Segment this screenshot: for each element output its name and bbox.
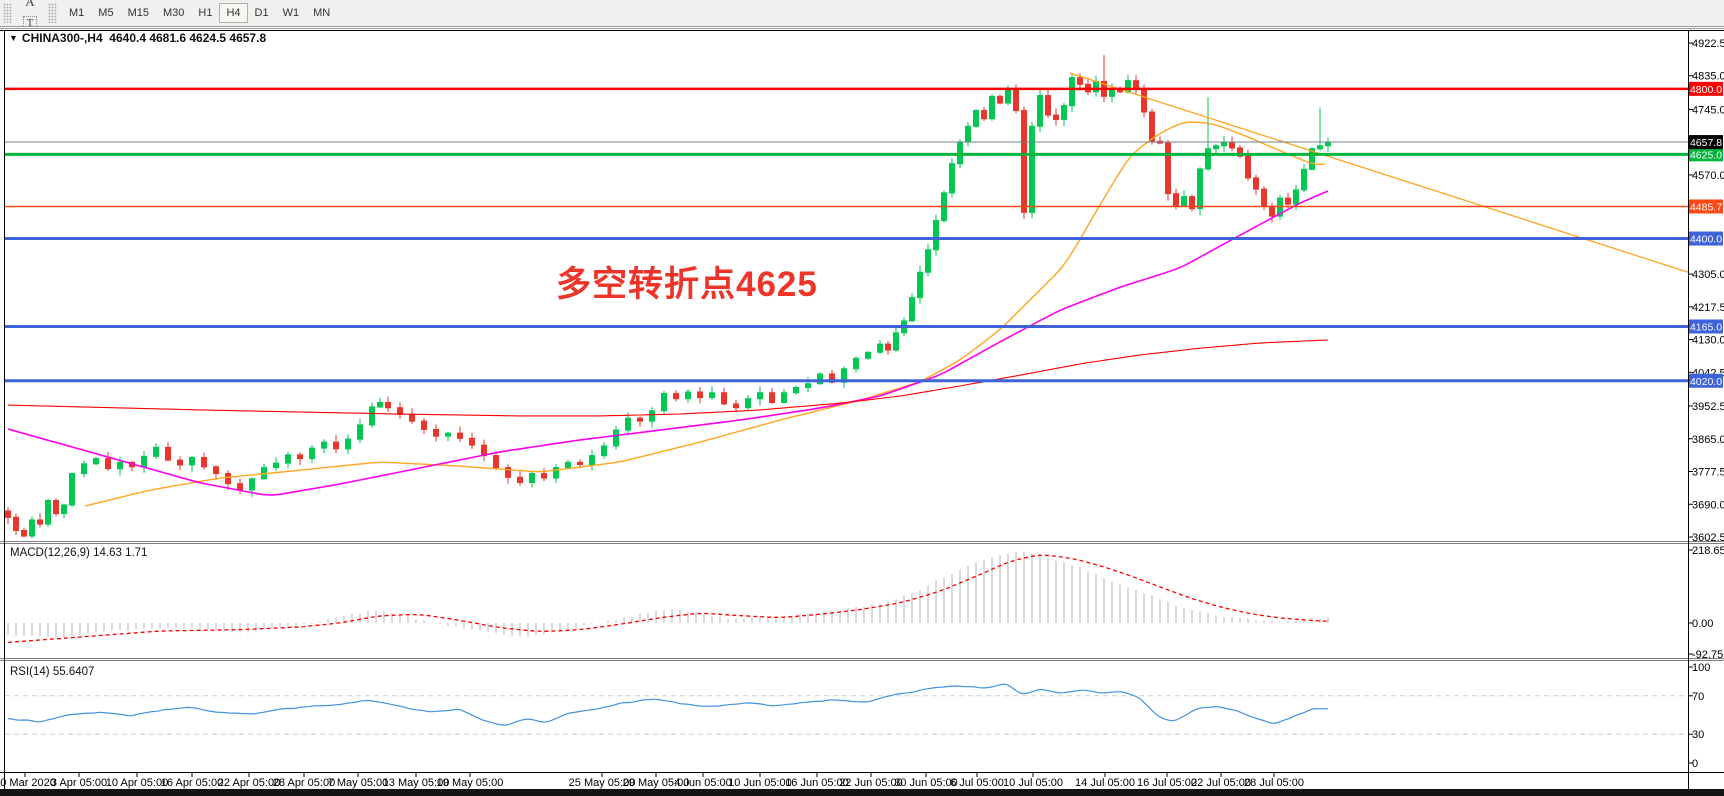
svg-text:28 Jul 05:00: 28 Jul 05:00 xyxy=(1244,777,1304,789)
svg-text:22 Jul 05:00: 22 Jul 05:00 xyxy=(1191,777,1251,789)
svg-text:4305.0: 4305.0 xyxy=(1692,269,1724,281)
ma-mid-magenta xyxy=(7,190,1329,496)
svg-text:100: 100 xyxy=(1692,662,1710,674)
price-axis[interactable]: 4922.5 4835.0 4745.0 4570.0 4305.0 4217.5 4130… xyxy=(1688,38,1724,544)
chart-collapse-icon[interactable]: ▼ xyxy=(9,33,18,43)
svg-text:4570.0: 4570.0 xyxy=(1692,170,1724,182)
svg-text:4800.0: 4800.0 xyxy=(1690,84,1722,96)
svg-text:30 Jun 05:00: 30 Jun 05:00 xyxy=(894,777,958,789)
svg-text:4165.0: 4165.0 xyxy=(1690,321,1722,333)
chart-canvas[interactable]: 4922.5 4835.0 4745.0 4570.0 4305.0 4217.5 4130… xyxy=(0,27,1724,796)
macd-indicator-label: MACD(12,26,9) 14.63 1.71 xyxy=(10,547,148,559)
svg-text:4745.0: 4745.0 xyxy=(1692,104,1724,116)
svg-text:4625.0: 4625.0 xyxy=(1690,149,1722,161)
svg-text:3602.5: 3602.5 xyxy=(1692,532,1724,544)
timeframe-button-m1[interactable]: M1 xyxy=(62,3,91,23)
timeframe-button-h1[interactable]: H1 xyxy=(191,3,219,23)
text-label-icon[interactable]: A xyxy=(17,0,43,13)
svg-text:4020.0: 4020.0 xyxy=(1690,376,1722,388)
svg-text:29 May 05:00: 29 May 05:00 xyxy=(623,777,690,789)
svg-text:10 Jul 05:00: 10 Jul 05:00 xyxy=(1003,777,1063,789)
chart-annotation-text[interactable]: 多空转折点4625 xyxy=(556,265,818,304)
svg-text:30 Mar 2020: 30 Mar 2020 xyxy=(0,777,56,789)
ma-fast-orange xyxy=(84,121,1325,507)
macd-layer xyxy=(7,551,1329,644)
svg-text:25 May 05:00: 25 May 05:00 xyxy=(569,777,636,789)
svg-text:13 May 05:00: 13 May 05:00 xyxy=(383,777,450,789)
svg-text:3 Apr 05:00: 3 Apr 05:00 xyxy=(51,777,107,789)
svg-text:3690.0: 3690.0 xyxy=(1692,499,1724,511)
svg-text:0.00: 0.00 xyxy=(1692,618,1713,630)
svg-text:19 May 05:00: 19 May 05:00 xyxy=(437,777,504,789)
chart-ohlc-values: 4640.4 4681.6 4624.5 4657.8 xyxy=(109,31,267,45)
timeframe-button-w1[interactable]: W1 xyxy=(276,3,307,23)
svg-text:3777.5: 3777.5 xyxy=(1692,467,1724,479)
taskbar-strip xyxy=(0,789,1724,796)
svg-text:10 Jun 05:00: 10 Jun 05:00 xyxy=(728,777,792,789)
timeframe-button-h4[interactable]: H4 xyxy=(219,3,248,23)
svg-text:14 Jul 05:00: 14 Jul 05:00 xyxy=(1075,777,1135,789)
svg-text:30: 30 xyxy=(1692,729,1704,741)
rsi-layer xyxy=(5,683,1688,735)
svg-text:4657.8: 4657.8 xyxy=(1690,137,1722,149)
toolbar-grip[interactable] xyxy=(3,3,12,23)
svg-text:3952.5: 3952.5 xyxy=(1692,401,1724,413)
timeframe-button-m30[interactable]: M30 xyxy=(156,3,191,23)
svg-text:4400.0: 4400.0 xyxy=(1690,234,1722,246)
svg-text:10 Apr 05:00: 10 Apr 05:00 xyxy=(106,777,168,789)
chart-title: ▼ CHINA300-,H4 4640.4 4681.6 4624.5 4657.… xyxy=(9,31,266,45)
svg-text:4485.7: 4485.7 xyxy=(1690,201,1722,213)
svg-text:70: 70 xyxy=(1692,691,1704,703)
svg-text:-92.75: -92.75 xyxy=(1692,649,1723,661)
chart-symbol-period: CHINA300-,H4 xyxy=(21,31,103,45)
svg-text:6 Jul 05:00: 6 Jul 05:00 xyxy=(950,777,1004,789)
svg-text:4130.0: 4130.0 xyxy=(1692,335,1724,347)
svg-text:4922.5: 4922.5 xyxy=(1692,38,1724,50)
timeframe-button-mn[interactable]: MN xyxy=(306,3,337,23)
svg-text:3865.0: 3865.0 xyxy=(1692,434,1724,446)
svg-text:22 Jun 05:00: 22 Jun 05:00 xyxy=(839,777,903,789)
toolbar-grip-2[interactable] xyxy=(48,3,57,23)
svg-text:16 Apr 05:00: 16 Apr 05:00 xyxy=(161,777,223,789)
macd-signal-line xyxy=(7,554,1329,644)
horizontal-lines-layer xyxy=(5,87,1688,383)
svg-text:16 Jun 05:00: 16 Jun 05:00 xyxy=(785,777,849,789)
timeframe-button-m15[interactable]: M15 xyxy=(121,3,156,23)
svg-text:218.65: 218.65 xyxy=(1692,545,1724,557)
svg-text:4217.5: 4217.5 xyxy=(1692,302,1724,314)
svg-text:4 Jun 05:00: 4 Jun 05:00 xyxy=(674,777,732,789)
ma-slow-red xyxy=(7,339,1329,417)
svg-text:0: 0 xyxy=(1692,758,1698,770)
rsi-indicator-label: RSI(14) 55.6407 xyxy=(10,666,95,678)
frame-layer xyxy=(0,28,1724,796)
svg-text:22 Apr 05:00: 22 Apr 05:00 xyxy=(218,777,280,789)
svg-text:7 May 05:00: 7 May 05:00 xyxy=(328,777,389,789)
rsi-line xyxy=(7,683,1329,726)
timeframe-button-d1[interactable]: D1 xyxy=(248,3,276,23)
timeframe-button-m5[interactable]: M5 xyxy=(91,3,120,23)
svg-text:16 Jul 05:00: 16 Jul 05:00 xyxy=(1137,777,1197,789)
svg-text:28 Apr 05:00: 28 Apr 05:00 xyxy=(273,777,335,789)
svg-text:4835.0: 4835.0 xyxy=(1692,71,1724,83)
candles-layer xyxy=(5,55,1331,539)
